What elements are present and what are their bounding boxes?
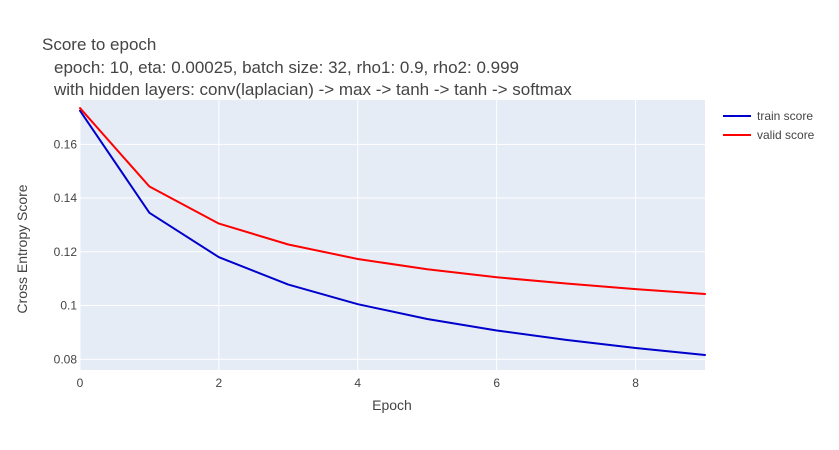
x-tick-label: 6 <box>493 376 500 390</box>
x-axis-ticks: 0 2 4 6 8 <box>77 376 640 390</box>
y-tick-label: 0.16 <box>54 137 78 151</box>
x-tick-label: 8 <box>632 376 639 390</box>
legend-item-1: train score <box>723 109 813 123</box>
x-tick-label: 4 <box>354 376 361 390</box>
legend-label: valid score <box>757 128 815 142</box>
series-line-1 <box>79 109 706 356</box>
x-tick-label: 0 <box>77 376 84 390</box>
chart-title: Score to epoch epoch: 10, eta: 0.00025, … <box>42 35 572 99</box>
legend-label: train score <box>757 109 813 123</box>
x-axis-title: Epoch <box>372 397 412 413</box>
y-axis-title: Cross Entropy Score <box>14 184 30 313</box>
grid-lines <box>79 100 705 370</box>
x-tick-label: 2 <box>216 376 223 390</box>
chart-title-line-1: Score to epoch <box>42 35 156 54</box>
y-axis-ticks: 0.08 0.1 0.12 0.14 0.16 <box>54 137 78 366</box>
chart-title-line-3: with hidden layers: conv(laplacian) -> m… <box>53 80 572 99</box>
y-tick-label: 0.12 <box>54 245 78 259</box>
series-line-2 <box>79 107 706 295</box>
legend: train score valid score <box>723 109 815 142</box>
y-tick-label: 0.1 <box>60 299 77 313</box>
legend-item-2: valid score <box>723 128 815 142</box>
series-lines <box>79 107 706 356</box>
chart-title-line-2: epoch: 10, eta: 0.00025, batch size: 32,… <box>54 58 519 77</box>
plot-area <box>80 100 705 370</box>
y-tick-label: 0.14 <box>54 191 78 205</box>
y-tick-label: 0.08 <box>54 352 78 366</box>
